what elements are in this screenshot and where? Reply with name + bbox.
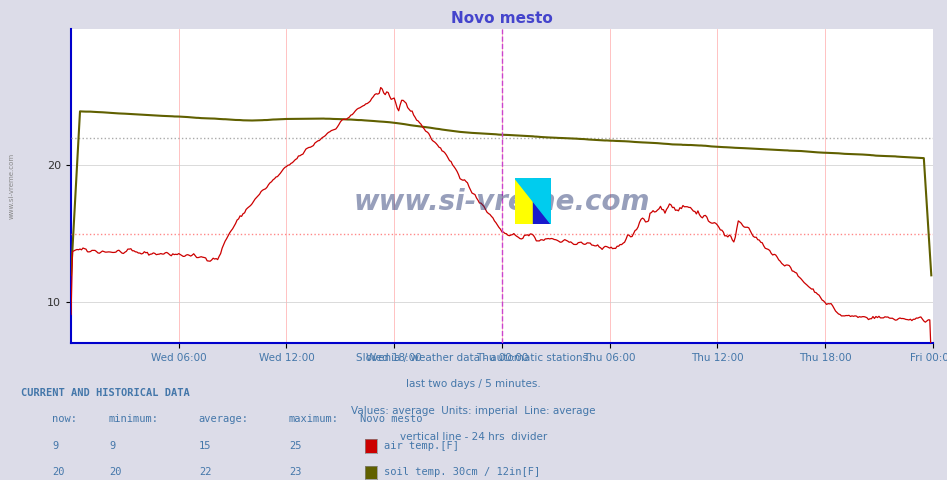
Bar bbox=[533, 178, 551, 224]
Text: average:: average: bbox=[199, 414, 249, 424]
Text: Slovenia / weather data - automatic stations.: Slovenia / weather data - automatic stat… bbox=[356, 353, 591, 363]
Title: Novo mesto: Novo mesto bbox=[451, 11, 553, 26]
Text: 20: 20 bbox=[109, 467, 121, 477]
Text: www.si-vreme.com: www.si-vreme.com bbox=[353, 188, 651, 216]
Text: 25: 25 bbox=[289, 441, 301, 451]
Bar bbox=[515, 178, 533, 224]
Text: minimum:: minimum: bbox=[109, 414, 159, 424]
Text: 23: 23 bbox=[289, 467, 301, 477]
Text: now:: now: bbox=[52, 414, 77, 424]
Text: soil temp. 30cm / 12in[F]: soil temp. 30cm / 12in[F] bbox=[384, 467, 540, 477]
Text: vertical line - 24 hrs  divider: vertical line - 24 hrs divider bbox=[400, 432, 547, 442]
Text: CURRENT AND HISTORICAL DATA: CURRENT AND HISTORICAL DATA bbox=[21, 388, 189, 398]
Text: maximum:: maximum: bbox=[289, 414, 339, 424]
Text: last two days / 5 minutes.: last two days / 5 minutes. bbox=[406, 379, 541, 389]
Text: 9: 9 bbox=[109, 441, 116, 451]
Text: 22: 22 bbox=[199, 467, 211, 477]
Polygon shape bbox=[515, 178, 551, 224]
Text: 20: 20 bbox=[52, 467, 64, 477]
Text: 15: 15 bbox=[199, 441, 211, 451]
Text: air temp.[F]: air temp.[F] bbox=[384, 441, 458, 451]
Text: 9: 9 bbox=[52, 441, 59, 451]
Text: Novo mesto: Novo mesto bbox=[360, 414, 422, 424]
Text: Values: average  Units: imperial  Line: average: Values: average Units: imperial Line: av… bbox=[351, 406, 596, 416]
Text: www.si-vreme.com: www.si-vreme.com bbox=[9, 153, 14, 219]
